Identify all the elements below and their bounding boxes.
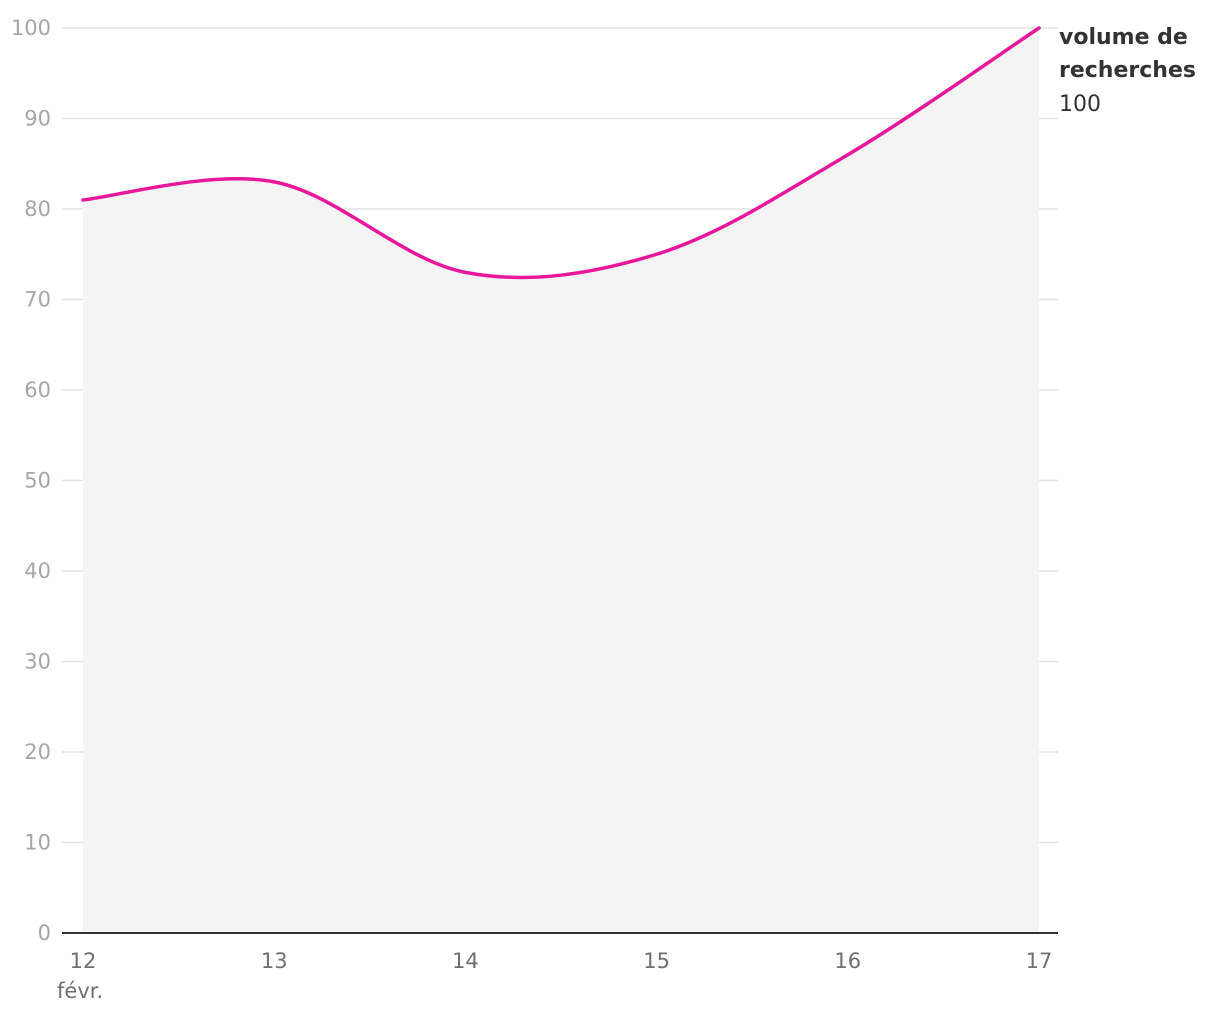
x-tick-label: 17 (1026, 949, 1053, 973)
y-tick-label: 30 (24, 650, 51, 674)
x-tick-label: 16 (834, 949, 861, 973)
y-tick-label: 80 (24, 197, 51, 221)
x-axis-tick-labels: 12 13 14 15 16 17 (70, 949, 1053, 973)
x-axis-month-label: févr. (57, 979, 103, 1003)
y-tick-label: 40 (24, 559, 51, 583)
y-tick-label: 90 (24, 107, 51, 131)
series-line (81, 26, 1041, 280)
x-tick-label: 14 (452, 949, 479, 973)
series-end-label-line2: recherches (1059, 58, 1196, 83)
y-tick-label: 20 (24, 740, 51, 764)
y-tick-label: 10 (24, 831, 51, 855)
x-tick-label: 12 (70, 949, 97, 973)
series-end-value: 100 (1059, 92, 1101, 117)
series-end-label-line1: volume de (1059, 25, 1188, 50)
y-tick-label: 0 (38, 921, 51, 945)
series-area-fill (83, 28, 1039, 933)
y-axis-tick-labels: 0 10 20 30 40 50 60 70 80 90 100 (11, 16, 51, 945)
y-tick-label: 70 (24, 288, 51, 312)
x-tick-label: 13 (261, 949, 288, 973)
y-tick-label: 60 (24, 378, 51, 402)
y-tick-label: 100 (11, 16, 51, 40)
x-tick-label: 15 (643, 949, 670, 973)
y-tick-label: 50 (24, 469, 51, 493)
